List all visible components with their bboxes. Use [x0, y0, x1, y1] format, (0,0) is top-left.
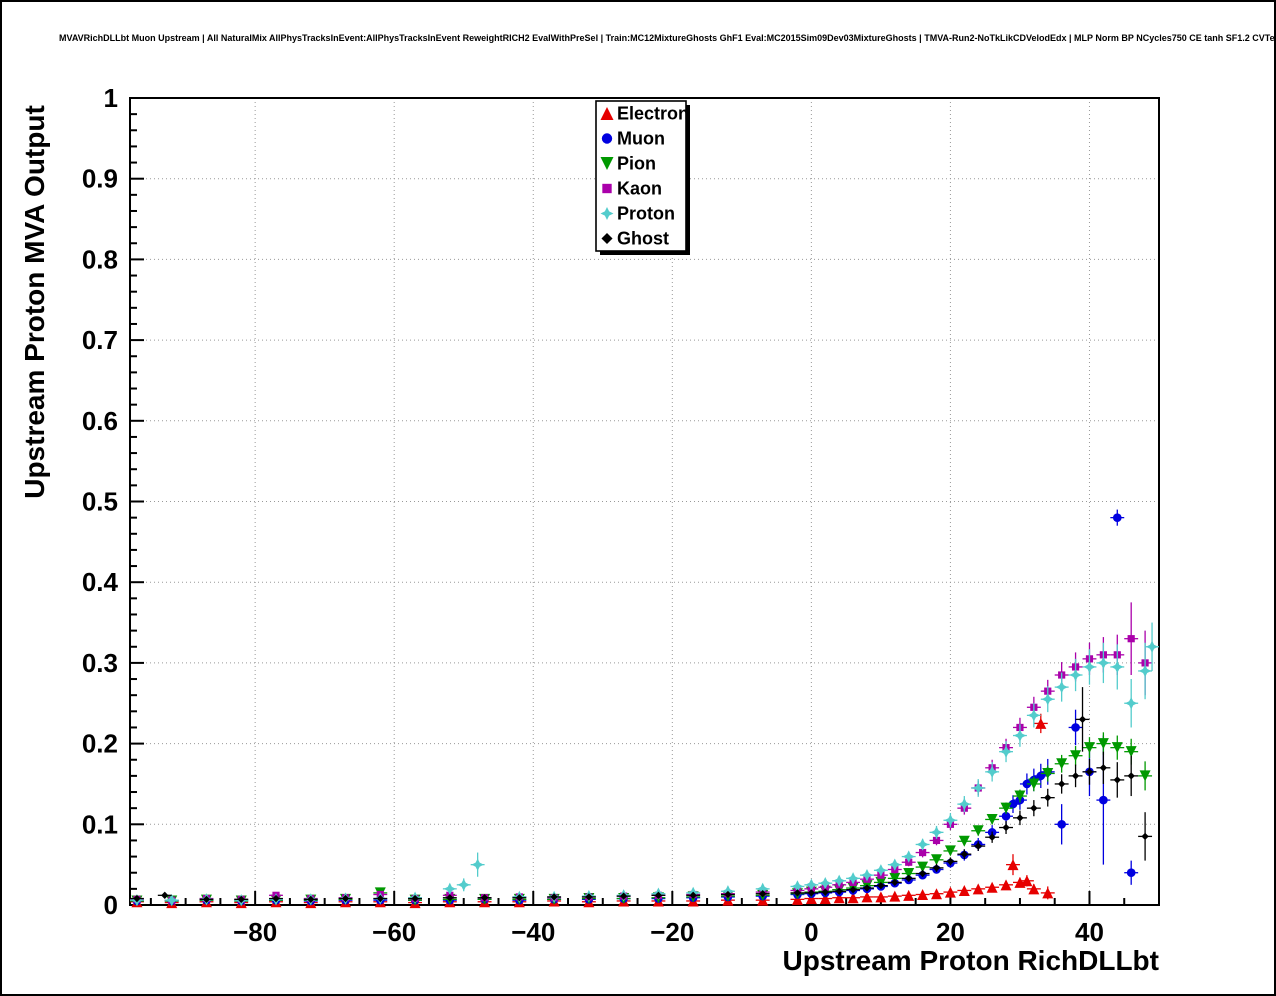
axis-ticks	[130, 97, 1126, 906]
svg-text:0.7: 0.7	[82, 325, 118, 355]
series-kaon	[130, 602, 1153, 904]
plot-title: MVAVRichDLLbt Muon Upstream | All Natura…	[59, 33, 1276, 43]
svg-text:0.3: 0.3	[82, 648, 118, 678]
axis-titles: Upstream Proton RichDLLbt Upstream Proton…	[19, 105, 1159, 976]
svg-text:−40: −40	[511, 917, 555, 947]
svg-text:20: 20	[936, 917, 965, 947]
svg-text:0.1: 0.1	[82, 809, 118, 839]
svg-text:0.9: 0.9	[82, 164, 118, 194]
legend-label-ghost: Ghost	[617, 229, 669, 249]
svg-text:40: 40	[1075, 917, 1104, 947]
legend: Electron Muon Pion Kaon Proton Ghost	[595, 100, 690, 255]
series-ghost	[130, 687, 1153, 904]
svg-text:0.2: 0.2	[82, 729, 118, 759]
legend-label-kaon: Kaon	[617, 179, 662, 199]
svg-text:0.8: 0.8	[82, 244, 118, 274]
legend-label-pion: Pion	[617, 154, 656, 174]
y-axis-title: Upstream Proton MVA Output	[19, 105, 50, 499]
svg-text:0.4: 0.4	[82, 567, 119, 597]
legend-label-electron: Electron	[617, 104, 689, 124]
x-axis-title: Upstream Proton RichDLLbt	[783, 945, 1159, 976]
svg-text:0.6: 0.6	[82, 406, 118, 436]
legend-label-proton: Proton	[617, 204, 675, 224]
svg-text:−60: −60	[372, 917, 416, 947]
svg-text:−80: −80	[233, 917, 277, 947]
svg-text:0.5: 0.5	[82, 487, 118, 517]
svg-text:1: 1	[104, 83, 118, 113]
series-muon	[130, 509, 1139, 906]
series-electron	[130, 713, 1055, 909]
svg-text:0: 0	[104, 890, 118, 920]
series-proton	[130, 622, 1159, 907]
svg-text:−20: −20	[650, 917, 694, 947]
series-pion	[130, 732, 1153, 907]
svg-text:0: 0	[804, 917, 818, 947]
legend-label-muon: Muon	[617, 129, 665, 149]
tick-labels: −80 −60 −40 −20 0 20 40 0 0.1 0.2 0.3 0.4 0.5 0.6 0.7 0…	[82, 83, 1104, 947]
